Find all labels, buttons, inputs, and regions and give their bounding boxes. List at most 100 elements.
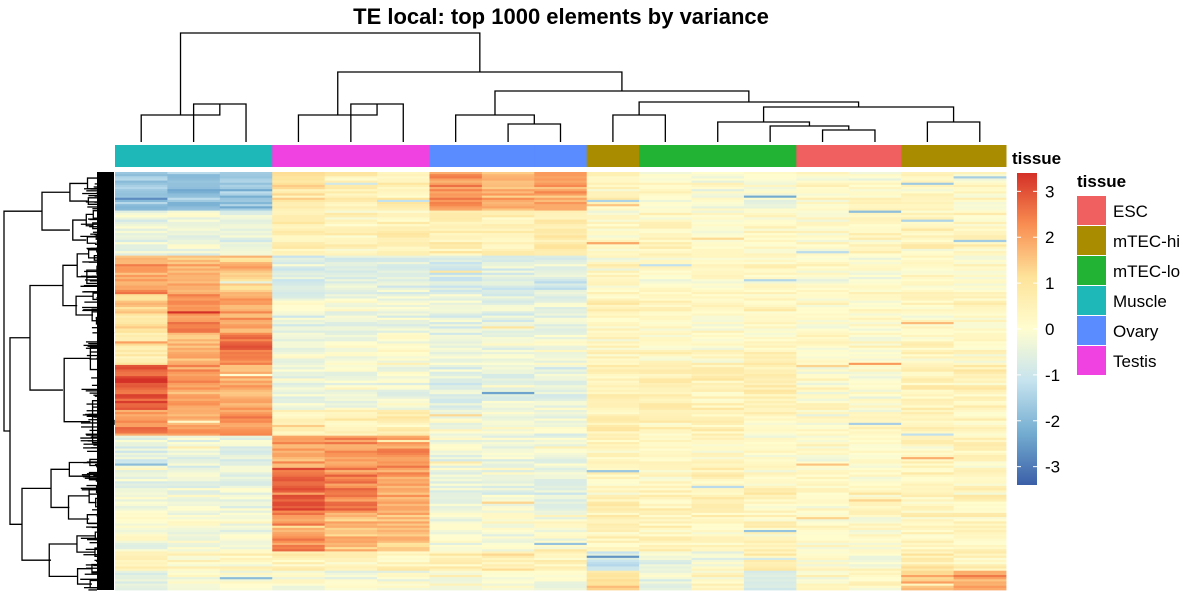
heatmap-cell — [324, 195, 378, 199]
heatmap-cell — [743, 322, 797, 325]
heatmap-cell — [848, 467, 902, 471]
heatmap-cell — [796, 450, 850, 454]
heatmap-cell — [901, 248, 954, 252]
heatmap-cell — [743, 292, 797, 295]
heatmap-cell — [586, 532, 640, 535]
heatmap-cell — [272, 360, 326, 364]
heatmap-cell — [272, 577, 326, 580]
heatmap-cell — [115, 334, 168, 338]
heatmap-cell — [115, 239, 168, 243]
dendrogram-branch — [612, 114, 666, 142]
heatmap-cell — [377, 237, 430, 241]
heatmap-cell — [586, 382, 640, 386]
heatmap-cell — [115, 391, 168, 395]
heatmap-cell — [377, 268, 430, 272]
heatmap-cell — [534, 568, 588, 572]
heatmap-cell — [848, 585, 902, 589]
heatmap-cell — [743, 274, 797, 278]
heatmap-cell — [481, 228, 535, 232]
heatmap-cell — [481, 448, 535, 452]
heatmap-cell — [796, 294, 850, 297]
heatmap-cell — [219, 547, 273, 550]
heatmap-cell — [953, 532, 1007, 535]
heatmap-cell — [639, 176, 692, 179]
heatmap-cell — [639, 246, 692, 250]
heatmap-cell — [796, 264, 850, 267]
tissue-legend: tissue ESCmTEC-himTEC-loMuscleOvaryTesti… — [1077, 172, 1180, 375]
heatmap-cell — [481, 409, 535, 413]
heatmap-cell — [848, 208, 902, 211]
heatmap-cell — [167, 182, 221, 186]
heatmap-cell — [743, 242, 797, 245]
heatmap-cell — [796, 527, 850, 531]
heatmap-cell — [377, 463, 430, 467]
heatmap-cell — [743, 527, 797, 531]
heatmap-cell — [796, 427, 850, 430]
heatmap-cell — [901, 521, 954, 524]
heatmap-cell — [115, 398, 168, 402]
heatmap-cell — [796, 540, 850, 544]
heatmap-cell — [848, 574, 902, 578]
heatmap-cell — [272, 587, 326, 591]
heatmap-cell — [115, 208, 168, 211]
heatmap-cell — [796, 446, 850, 449]
heatmap-cell — [953, 313, 1007, 317]
heatmap-cell — [691, 422, 745, 426]
heatmap-cell — [901, 439, 954, 443]
heatmap-cell — [377, 304, 430, 308]
heatmap-cell — [534, 559, 588, 563]
heatmap-cell — [953, 517, 1007, 520]
heatmap-cell — [429, 416, 483, 419]
heatmap-cell — [377, 172, 430, 175]
heatmap-cell — [324, 268, 378, 272]
heatmap-cell — [324, 332, 378, 336]
heatmap-cell — [796, 204, 850, 207]
heatmap-cell — [848, 251, 902, 254]
heatmap-cell — [691, 577, 745, 580]
heatmap-cell — [796, 178, 850, 181]
heatmap-cell — [534, 420, 588, 424]
heatmap-cell — [743, 553, 797, 557]
heatmap-cell — [219, 490, 273, 493]
heatmap-cell — [481, 197, 535, 201]
heatmap-cell — [429, 490, 483, 493]
heatmap-cell — [901, 514, 954, 518]
heatmap-cell — [796, 448, 850, 452]
heatmap-cell — [429, 226, 483, 229]
heatmap-cell — [691, 424, 745, 428]
heatmap-cell — [901, 376, 954, 379]
heatmap-cell — [481, 311, 535, 314]
heatmap-cell — [796, 435, 850, 439]
heatmap-cell — [272, 189, 326, 192]
heatmap-cell — [953, 564, 1007, 567]
heatmap-cell — [167, 217, 221, 220]
heatmap-cell — [219, 472, 273, 475]
heatmap-cell — [167, 452, 221, 456]
heatmap-cell — [586, 349, 640, 353]
heatmap-cell — [481, 503, 535, 507]
heatmap-cell — [115, 382, 168, 386]
heatmap-cell — [691, 490, 745, 493]
heatmap-cell — [377, 503, 430, 507]
heatmap-cell — [429, 373, 483, 377]
heatmap-cell — [586, 309, 640, 312]
heatmap-cell — [167, 349, 221, 353]
heatmap-cell — [534, 562, 588, 565]
heatmap-cell — [219, 376, 273, 379]
heatmap-cell — [219, 184, 273, 188]
heatmap-cell — [901, 364, 954, 368]
heatmap-cell — [901, 529, 954, 533]
heatmap-cell — [534, 373, 588, 377]
heatmap-cell — [167, 566, 221, 569]
heatmap-cell — [115, 510, 168, 514]
heatmap-cell — [115, 317, 168, 321]
heatmap-cell — [377, 542, 430, 546]
heatmap-cell — [901, 405, 954, 409]
heatmap-cell — [901, 313, 954, 317]
heatmap-cell — [953, 420, 1007, 424]
heatmap-cell — [953, 444, 1007, 447]
heatmap-cell — [481, 427, 535, 430]
heatmap-cell — [639, 262, 692, 265]
heatmap-cell — [481, 202, 535, 205]
heatmap-cell — [848, 204, 902, 207]
